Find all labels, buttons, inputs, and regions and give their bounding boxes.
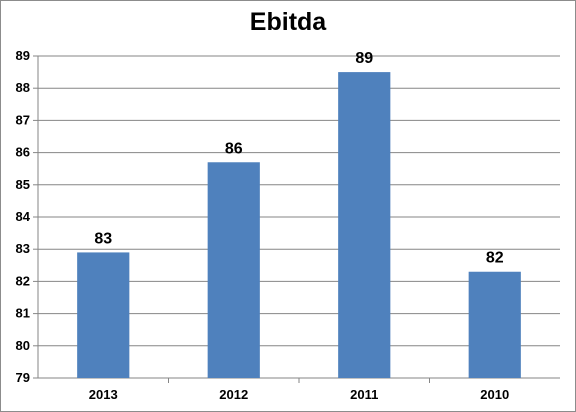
data-label-2011: 89: [355, 50, 373, 67]
y-tick-label: 87: [16, 112, 30, 127]
y-tick-label: 86: [16, 145, 30, 160]
y-tick-label: 81: [16, 306, 30, 321]
y-tick-label: 89: [16, 48, 30, 63]
x-tick-label-2010: 2010: [480, 387, 509, 402]
y-tick-label: 85: [16, 177, 30, 192]
y-tick-label: 79: [16, 370, 30, 385]
x-tick-label-2012: 2012: [219, 387, 248, 402]
x-tick-label-2013: 2013: [89, 387, 118, 402]
data-label-2013: 83: [94, 230, 112, 247]
bar-2013: [77, 252, 130, 378]
chart-title: Ebitda: [249, 8, 327, 36]
x-tick-label-2011: 2011: [350, 387, 378, 402]
bar-2012: [207, 162, 260, 378]
y-tick-label: 88: [16, 80, 30, 95]
y-tick-label: 84: [16, 209, 31, 224]
y-tick-label: 82: [16, 273, 30, 288]
y-tick-label: 83: [16, 241, 30, 256]
bar-2011: [338, 72, 391, 378]
data-label-2012: 86: [225, 140, 243, 157]
data-label-2010: 82: [486, 250, 504, 267]
bar-2010: [468, 271, 521, 378]
y-tick-label: 80: [16, 338, 30, 353]
